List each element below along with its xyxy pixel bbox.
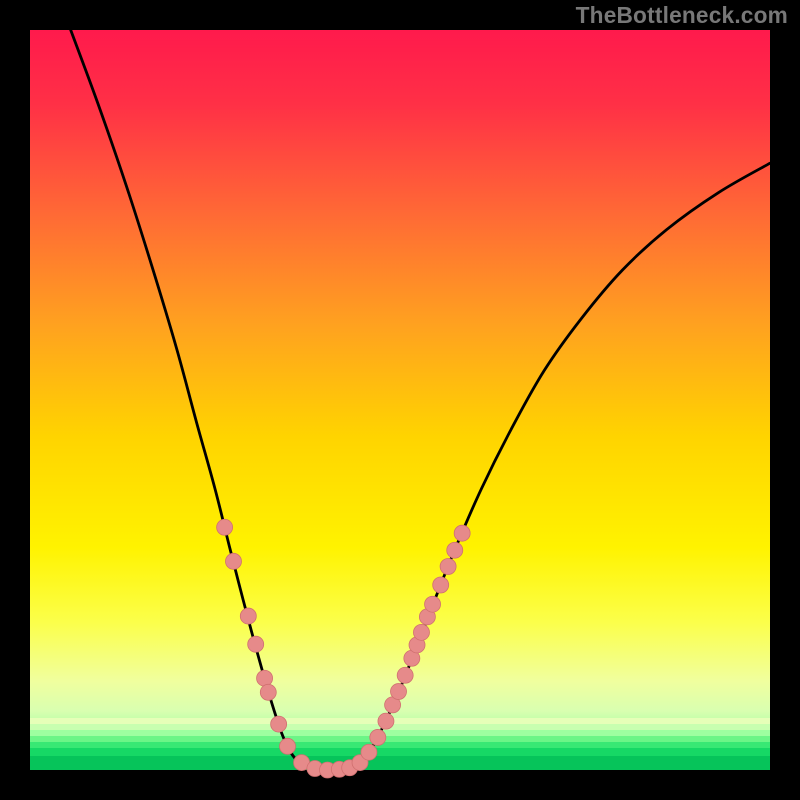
data-marker bbox=[257, 670, 273, 686]
data-marker bbox=[271, 716, 287, 732]
data-marker bbox=[440, 559, 456, 575]
data-marker bbox=[433, 577, 449, 593]
data-marker bbox=[226, 553, 242, 569]
data-marker bbox=[260, 684, 276, 700]
data-marker bbox=[454, 525, 470, 541]
watermark-text: TheBottleneck.com bbox=[576, 2, 788, 29]
data-marker bbox=[391, 684, 407, 700]
curve-path bbox=[71, 30, 770, 770]
data-marker bbox=[248, 636, 264, 652]
data-marker bbox=[447, 542, 463, 558]
data-marker bbox=[280, 738, 296, 754]
data-marker bbox=[397, 667, 413, 683]
data-marker bbox=[217, 519, 233, 535]
marker-group bbox=[217, 519, 471, 778]
data-marker bbox=[378, 713, 394, 729]
v-curve bbox=[30, 30, 770, 770]
data-marker bbox=[361, 744, 377, 760]
data-marker bbox=[425, 596, 441, 612]
data-marker bbox=[413, 624, 429, 640]
data-marker bbox=[240, 608, 256, 624]
plot-area bbox=[30, 30, 770, 770]
chart-frame: TheBottleneck.com bbox=[0, 0, 800, 800]
data-marker bbox=[370, 729, 386, 745]
